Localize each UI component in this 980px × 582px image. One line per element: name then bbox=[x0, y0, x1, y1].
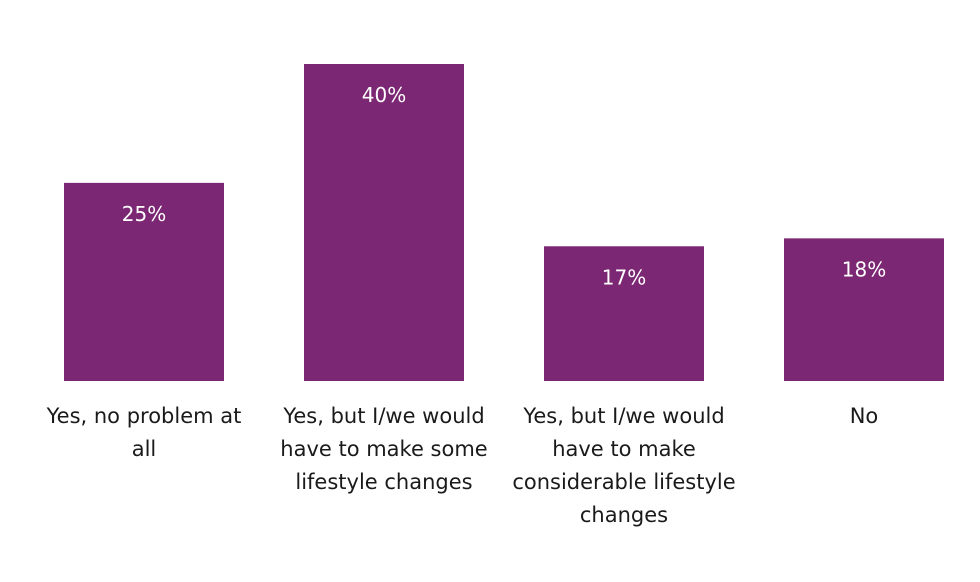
value-label-1: 25% bbox=[122, 202, 166, 226]
bars-layer bbox=[64, 64, 944, 381]
value-labels-layer: 25% 40% 17% 18% bbox=[122, 83, 886, 289]
category-label-1-line-2: all bbox=[132, 437, 157, 461]
category-label-1: Yes, no problem at all bbox=[46, 404, 242, 461]
category-labels-layer: Yes, no problem at all Yes, but I/we would… bbox=[46, 404, 879, 527]
bar-4 bbox=[784, 238, 944, 381]
bar-3 bbox=[544, 246, 704, 381]
value-label-4: 18% bbox=[842, 257, 886, 281]
category-label-3-line-1: Yes, but I/we would bbox=[522, 404, 724, 428]
category-label-3-line-2: have to make bbox=[552, 437, 696, 461]
category-label-1-line-1: Yes, no problem at bbox=[46, 404, 242, 428]
value-label-3: 17% bbox=[602, 265, 646, 289]
category-label-4: No bbox=[850, 404, 879, 428]
value-label-2: 40% bbox=[362, 83, 406, 107]
bar-1 bbox=[64, 182, 224, 381]
category-label-2: Yes, but I/we would have to make some life… bbox=[280, 404, 487, 494]
category-label-2-line-1: Yes, but I/we would bbox=[282, 404, 484, 428]
category-label-3: Yes, but I/we would have to make considera… bbox=[512, 404, 735, 527]
category-label-4-line-1: No bbox=[850, 404, 879, 428]
category-label-3-line-4: changes bbox=[580, 503, 668, 527]
category-label-2-line-3: lifestyle changes bbox=[295, 470, 472, 494]
bar-2 bbox=[304, 64, 464, 381]
category-label-2-line-2: have to make some bbox=[280, 437, 487, 461]
category-label-3-line-3: considerable lifestyle bbox=[512, 470, 735, 494]
